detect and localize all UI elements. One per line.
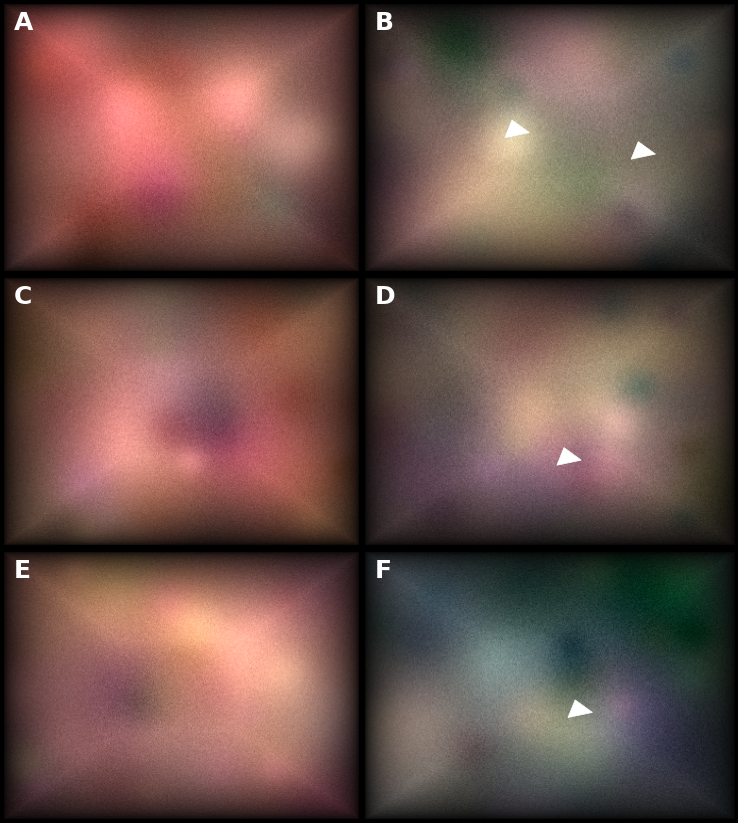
Text: B: B bbox=[375, 12, 394, 35]
Polygon shape bbox=[568, 700, 593, 718]
Polygon shape bbox=[505, 120, 529, 137]
Text: F: F bbox=[375, 559, 392, 583]
Text: D: D bbox=[375, 285, 396, 309]
Polygon shape bbox=[631, 142, 655, 159]
Polygon shape bbox=[557, 448, 582, 465]
Text: C: C bbox=[13, 285, 32, 309]
Text: E: E bbox=[13, 559, 31, 583]
Text: A: A bbox=[13, 12, 33, 35]
